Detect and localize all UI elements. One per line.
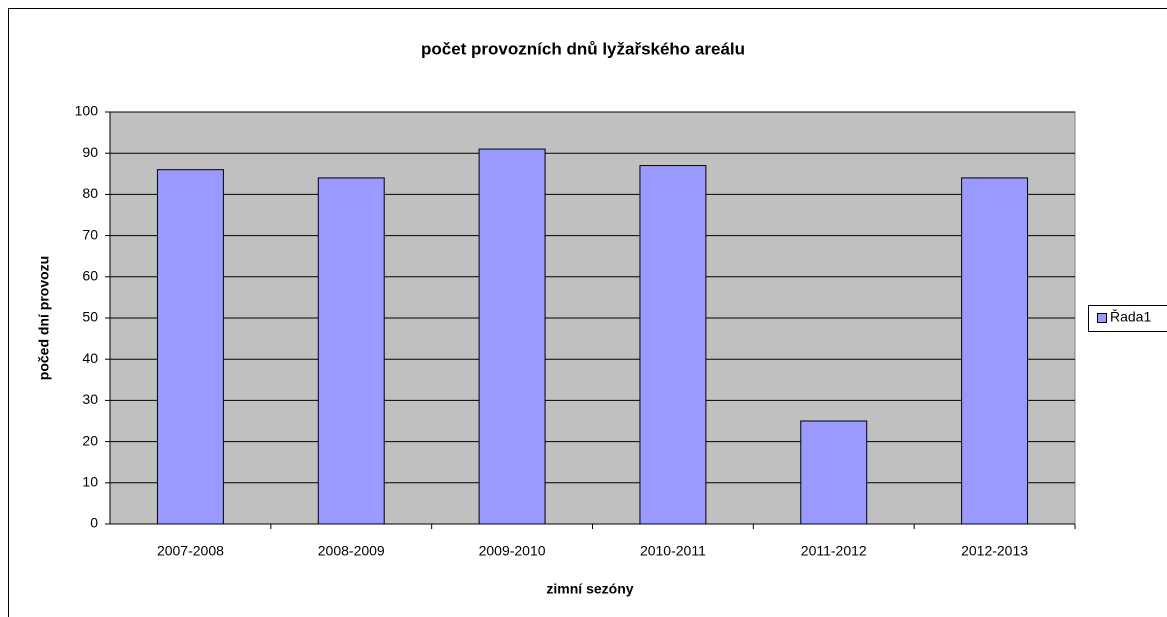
bar: [156, 169, 224, 525]
bar: [639, 165, 707, 525]
x-tick-label: 2011-2012: [801, 543, 867, 559]
y-tick-label: 100: [75, 103, 99, 119]
y-tick-label: 40: [82, 350, 98, 366]
y-tick-label: 60: [82, 268, 98, 284]
bar: [800, 420, 868, 525]
x-tick-label: 2009-2010: [479, 543, 546, 559]
y-tick-label: 20: [82, 432, 98, 448]
legend-swatch: [1097, 313, 1107, 323]
y-tick-label: 10: [82, 474, 98, 490]
x-tick-label: 2010-2011: [640, 543, 706, 559]
y-axis-label: počed dní provozu: [36, 256, 52, 380]
y-tick-label: 80: [82, 185, 98, 201]
bar: [317, 177, 385, 525]
bar: [961, 177, 1029, 525]
bar: [478, 148, 546, 525]
y-tick-label: 90: [82, 144, 98, 160]
y-tick-label: 0: [90, 515, 98, 531]
x-tick-label: 2012-2013: [961, 543, 1028, 559]
x-tick-label: 2008-2009: [318, 543, 385, 559]
y-tick-label: 50: [82, 309, 98, 325]
legend-label: Řada1: [1110, 309, 1151, 325]
chart-title: počet provozních dnů lyžařského areálu: [421, 39, 745, 58]
y-tick-label: 30: [82, 391, 98, 407]
y-tick-label: 70: [82, 226, 98, 242]
x-axis-label: zimní sezóny: [546, 581, 633, 597]
x-tick-label: 2007-2008: [157, 543, 224, 559]
